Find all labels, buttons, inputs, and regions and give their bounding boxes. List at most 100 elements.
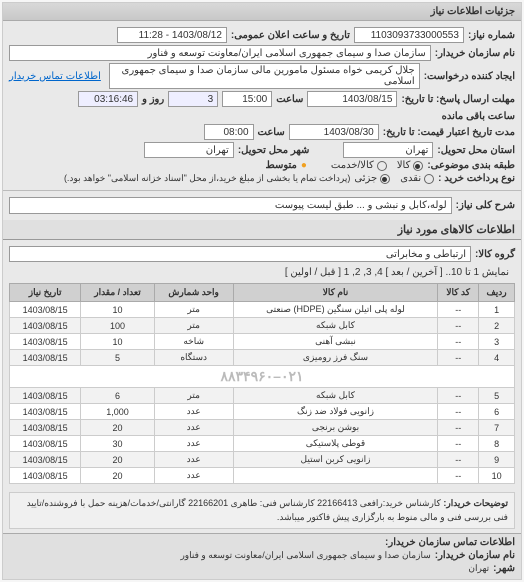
paytype-note: (پرداخت تمام یا بخشی از مبلغ خرید،از محل… [64,173,350,184]
deadline-send-label: مهلت ارسال پاسخ: تا تاریخ: [401,94,515,105]
table-row[interactable]: 2--کابل شبکهمتر1001403/08/15 [10,318,515,334]
table-cell: 5 [479,388,515,404]
table-cell: 20 [81,452,154,468]
need-title-value: لوله،کابل و نبشی و ... طبق لیست پیوست [9,197,452,214]
goods-section-title: اطلاعات کالاهای مورد نیاز [3,220,521,240]
need-title-label: شرح کلی نیاز: [456,200,515,211]
paytype-opt-1-label: جزئی [354,173,377,184]
table-cell: کابل شبکه [233,388,438,404]
table-row[interactable]: 3--نبشی آهنیشاخه101403/08/15 [10,334,515,350]
remain-days: 3 [168,91,218,107]
deadline-send-date: 1403/08/15 [307,91,397,107]
table-cell: عدد [154,468,233,484]
table-cell: 6 [81,388,154,404]
budget-opt-0-label: کالا [397,160,411,171]
table-cell: -- [438,404,479,420]
footer-org-value: سازمان صدا و سیمای جمهوری اسلامی ایران/م… [180,550,430,561]
footer-city-label: شهر: [493,563,515,574]
paytype-opt-0[interactable]: نقدی [400,173,434,184]
day-word: روز و [142,94,164,105]
buyer-value: سازمان صدا و سیمای جمهوری اسلامی ایران/م… [9,45,431,61]
buyer-notes: توضیحات خریدار: کارشناس خرید:رافعی 22166… [9,492,515,529]
table-cell: شاخه [154,334,233,350]
table-cell: 1 [479,302,515,318]
table-cell: کابل شبکه [233,318,438,334]
remain-label: ساعت باقی مانده [442,111,515,122]
table-cell: 1403/08/15 [10,468,81,484]
table-cell: بوشن برنجی [233,420,438,436]
budget-radio-group: کالا کالا/خدمت [331,160,423,171]
table-cell: -- [438,334,479,350]
table-cell: 1,000 [81,404,154,420]
table-cell: -- [438,350,479,366]
table-cell: 1403/08/15 [10,452,81,468]
time-label-1: ساعت [276,94,303,105]
validity-label: مدت تاریخ اعتبار قیمت: تا تاریخ: [383,127,515,138]
col-header: کد کالا [438,284,479,302]
table-row[interactable]: 5--کابل شبکهمتر61403/08/15 [10,388,515,404]
table-cell: عدد [154,452,233,468]
paytype-opt-1[interactable]: جزئی [354,173,390,184]
table-cell: -- [438,388,479,404]
table-row[interactable]: 4--سنگ فرز رومیزیدستگاه51403/08/15 [10,350,515,366]
table-cell: 100 [81,318,154,334]
time-label-2: ساعت [258,127,285,138]
table-cell: -- [438,436,479,452]
table-cell: 1403/08/15 [10,420,81,436]
table-cell: 10 [479,468,515,484]
table-cell: 3 [479,334,515,350]
col-header: ردیف [479,284,515,302]
paytype-radio-group: نقدی جزئی [354,173,434,184]
goods-table: ردیفکد کالانام کالاواحد شمارشتعداد / مقد… [9,283,515,484]
table-cell: 5 [81,350,154,366]
table-cell: -- [438,452,479,468]
table-cell: 1403/08/15 [10,388,81,404]
pager[interactable]: نمایش 1 تا 10.. [ آخرین / بعد ] 4, 3, 2,… [9,264,515,281]
budget-opt-0[interactable]: کالا [397,160,424,171]
table-cell: 30 [81,436,154,452]
table-cell: متر [154,302,233,318]
province-value: تهران [343,142,433,158]
city-label: شهر محل تحویل: [238,145,310,156]
radio-icon [380,174,390,184]
table-cell: 20 [81,468,154,484]
col-header: نام کالا [233,284,438,302]
datetime-value: 1403/08/12 - 11:28 [117,27,227,43]
table-row[interactable]: 8--قوطی پلاستیکیعدد301403/08/15 [10,436,515,452]
table-cell: متر [154,388,233,404]
datetime-label: تاریخ و ساعت اعلان عمومی: [231,30,350,41]
watermark: ۰۲۱–۸۸۳۴۹۶۰ [10,366,515,388]
table-cell: -- [438,468,479,484]
table-cell: 10 [81,334,154,350]
table-cell: 10 [81,302,154,318]
table-cell: 20 [81,420,154,436]
table-cell: 1403/08/15 [10,318,81,334]
footer-org-label: نام سازمان خریدار: [435,550,515,561]
table-cell: -- [438,318,479,334]
table-cell: زانویی فولاد ضد زنگ [233,404,438,420]
number-label: شماره نیاز: [468,30,515,41]
contact-link[interactable]: اطلاعات تماس خریدار [9,71,101,82]
budget-label: طبقه بندی موضوعی: [427,160,515,171]
validity-date: 1403/08/30 [289,124,379,140]
table-row[interactable]: 7--بوشن برنجیعدد201403/08/15 [10,420,515,436]
requester-value: جلال کریمی خواه مسئول مامورین مالی سازما… [109,63,420,89]
panel-title: جزئیات اطلاعات نیاز [3,3,521,21]
notes-label: توضیحات خریدار: [443,498,508,508]
table-cell: 7 [479,420,515,436]
table-row[interactable]: 9--زانویی کربن استیلعدد201403/08/15 [10,452,515,468]
col-header: واحد شمارش [154,284,233,302]
table-row[interactable]: 1--لوله پلی اتیلن سنگین (HDPE) صنعتیمتر1… [10,302,515,318]
table-cell: زانویی کربن استیل [233,452,438,468]
table-cell: سنگ فرز رومیزی [233,350,438,366]
table-cell: متر [154,318,233,334]
deadline-send-time: 15:00 [222,91,272,107]
budget-opt-1[interactable]: کالا/خدمت [331,160,387,171]
budget-opt-1-label: کالا/خدمت [331,160,374,171]
table-row[interactable]: 10-- عدد201403/08/15 [10,468,515,484]
table-row[interactable]: 6--زانویی فولاد ضد زنگعدد1,0001403/08/15 [10,404,515,420]
radio-icon [377,161,387,171]
paytype-label: نوع پرداخت خرید : [438,173,515,184]
city-value: تهران [144,142,234,158]
priority-label: متوسط [265,160,296,171]
